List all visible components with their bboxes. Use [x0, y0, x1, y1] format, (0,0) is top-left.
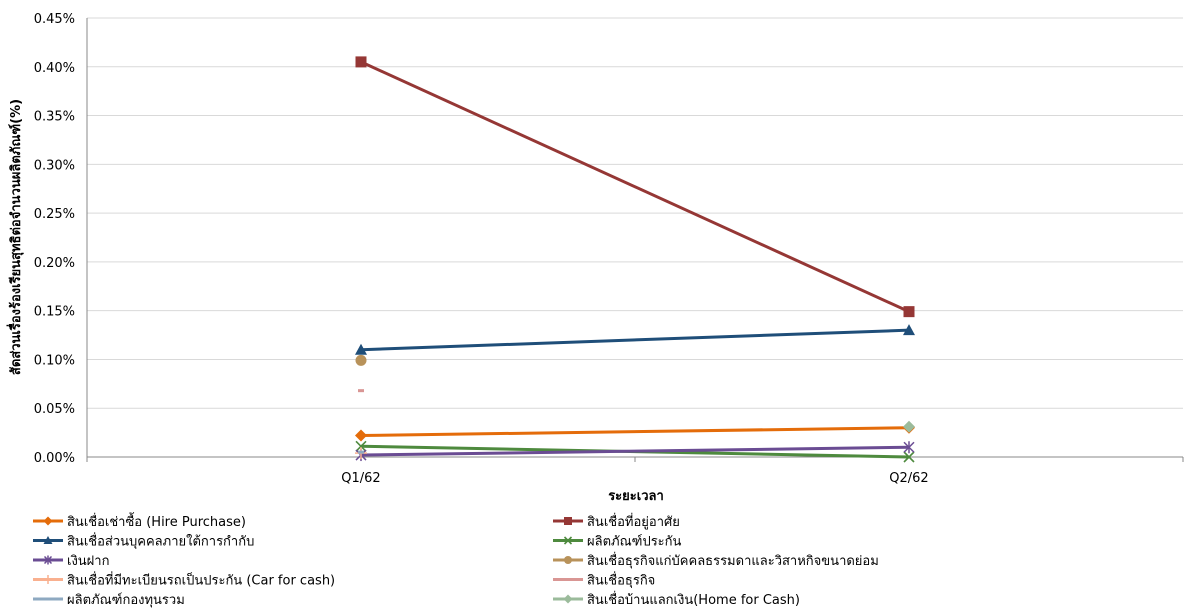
y-tick-label: 0.45%	[34, 12, 75, 27]
y-tick-label: 0.35%	[34, 110, 75, 125]
legend-item: สินเชื่อเช่าซื้อ (Hire Purchase)	[33, 512, 246, 530]
legend-item: สินเชื่อที่อยู่อาศัย	[553, 513, 680, 530]
series-2	[355, 324, 915, 355]
series-point	[358, 450, 364, 454]
series-point	[355, 343, 367, 355]
series-point	[564, 517, 572, 525]
legend-item: ผลิตภัณฑ์ประกัน	[553, 534, 682, 550]
legend-label: สินเชื่อบ้านแลกเงิน(Home for Cash)	[587, 591, 800, 608]
grid-layer	[87, 17, 1183, 409]
series-8	[358, 450, 364, 454]
y-tick-label: 0.00%	[34, 451, 75, 466]
series-point	[903, 420, 915, 433]
series-1	[355, 56, 915, 318]
series-line	[360, 60, 910, 314]
series-point	[903, 324, 915, 336]
legend-item: ผลิตภัณฑ์กองทุนรวม	[33, 592, 185, 608]
series-point	[355, 440, 367, 452]
series-point	[563, 536, 573, 545]
legend-item: สินเชื่อธุรกิจแก่บัคคลธรรมดาและวิสาหกิจข…	[553, 552, 879, 569]
series-point	[355, 56, 367, 68]
series-point	[564, 556, 572, 564]
series-0	[355, 421, 915, 442]
legend-label: สินเชื่อส่วนบุคคลภายใต้การกำกับ	[67, 533, 254, 550]
legend-label: สินเชื่อที่อยู่อาศัย	[587, 513, 680, 530]
y-tick-label: 0.05%	[34, 402, 75, 417]
legend-label: สินเชื่อธุรกิจแก่บัคคลธรรมดาและวิสาหกิจข…	[587, 552, 879, 569]
legend-item: สินเชื่อธุรกิจ	[553, 572, 655, 589]
y-tick-label: 0.25%	[34, 207, 75, 222]
legend-label: ผลิตภัณฑ์ประกัน	[587, 534, 682, 550]
series-point	[358, 389, 364, 393]
series-point	[43, 555, 53, 565]
axis-layer: สัดส่วนเรื่องร้องเรียนสุทธิต่อจำนวนผลิตภ…	[6, 12, 1184, 504]
series-point	[43, 536, 53, 544]
y-tick-label: 0.20%	[34, 256, 75, 271]
y-tick-label: 0.40%	[34, 61, 75, 76]
legend-item: สินเชื่อที่มีทะเบียนรถเป็นประกัน (Car fo…	[33, 571, 335, 589]
legend-item: เงินฝาก	[33, 554, 109, 569]
legend-label: สินเชื่อเช่าซื้อ (Hire Purchase)	[67, 512, 246, 530]
legend-label: เงินฝาก	[67, 554, 109, 569]
series-line	[360, 426, 910, 438]
series-point	[903, 441, 915, 454]
y-tick-label: 0.15%	[34, 305, 75, 320]
series-line	[360, 445, 910, 457]
y-tick-label: 0.10%	[34, 353, 75, 368]
legend-item: สินเชื่อส่วนบุคคลภายใต้การกำกับ	[33, 533, 254, 550]
legend-label: ผลิตภัณฑ์กองทุนรวม	[67, 592, 185, 608]
y-tick-label: 0.30%	[34, 158, 75, 173]
x-axis-title: ระยะเวลา	[608, 489, 664, 504]
series-7	[358, 389, 364, 393]
legend-item: สินเชื่อบ้านแลกเงิน(Home for Cash)	[553, 591, 800, 608]
series-5	[355, 354, 367, 366]
series-9	[903, 420, 915, 433]
series-point	[43, 516, 53, 526]
series-point	[355, 354, 367, 366]
series-point	[903, 306, 915, 318]
series-point	[563, 594, 573, 604]
series-point	[355, 429, 367, 442]
legend-label: สินเชื่อที่มีทะเบียนรถเป็นประกัน (Car fo…	[67, 571, 335, 589]
legend-label: สินเชื่อธุรกิจ	[587, 572, 655, 589]
series-point	[903, 451, 915, 463]
x-tick-label: Q2/62	[889, 471, 928, 486]
series-layer	[355, 56, 915, 463]
series-line	[360, 328, 910, 352]
y-axis-title: สัดส่วนเรื่องร้องเรียนสุทธิต่อจำนวนผลิตภ…	[6, 99, 24, 375]
series-point	[43, 575, 53, 584]
legend: สินเชื่อเช่าซื้อ (Hire Purchase) สินเชื่อ…	[33, 512, 879, 608]
x-tick-label: Q1/62	[341, 471, 380, 486]
